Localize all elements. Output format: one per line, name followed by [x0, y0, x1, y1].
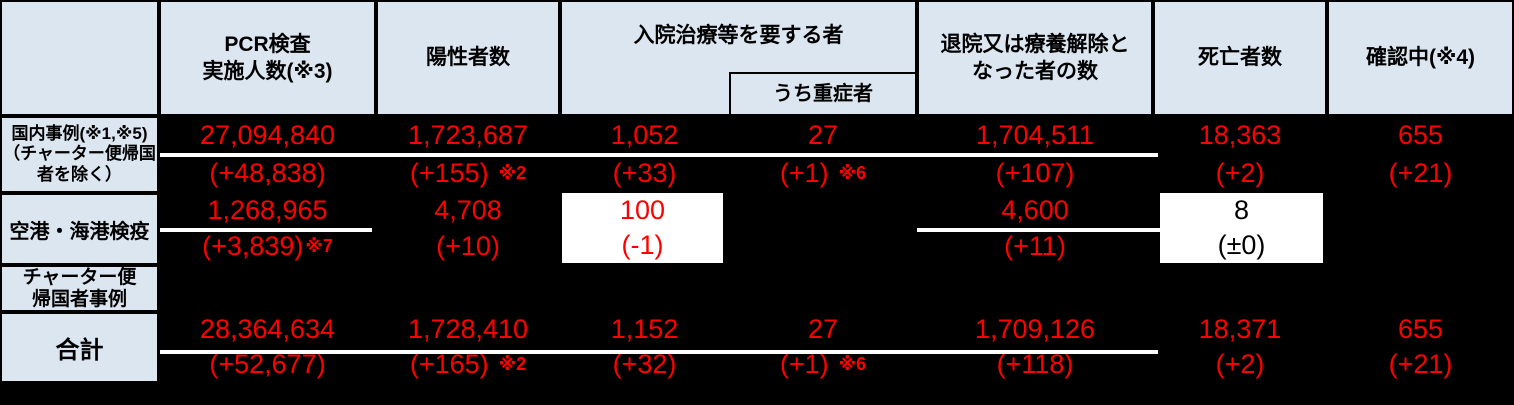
cell-domestic-confirming: 655 (+21) — [1327, 116, 1514, 192]
cell-change: (+107) — [917, 154, 1153, 192]
quarantine-pcr-divider-line — [160, 228, 372, 232]
row-label-domestic-cases: 国内事例(※1,※5) （チャーター便帰国 者を除く） — [0, 116, 159, 193]
cell-change: (-1) — [621, 230, 664, 260]
header-discharged: 退院又は療養解除と なった者の数 — [917, 0, 1153, 116]
cell-change: (+21) — [1327, 154, 1514, 192]
cell-quarantine-discharged: 4,600 (+11) — [917, 193, 1153, 264]
cell-change: (+3,839) ※7 — [159, 229, 376, 265]
cell-change: (+33) — [560, 154, 729, 192]
cell-total-deaths: 18,371 (+2) — [1153, 312, 1327, 382]
change-value: (+1) — [779, 349, 829, 379]
cell-change: (+11) — [917, 229, 1153, 265]
header-blank-cell — [0, 0, 159, 116]
change-value: (+2) — [1215, 157, 1265, 188]
footnote-mark: ※2 — [498, 354, 527, 374]
cell-change: (+32) — [560, 347, 729, 382]
cell-total-hospitalized: 1,152 (+32) — [560, 312, 729, 382]
change-value: (+33) — [612, 157, 677, 188]
cell-change: (+1) ※6 — [729, 154, 917, 192]
change-value: (+165) — [409, 349, 489, 379]
cell-value: 1,152 — [610, 314, 679, 344]
cell-domestic-deaths: 18,363 (+2) — [1153, 116, 1327, 192]
change-value: (+52,677) — [209, 349, 326, 379]
cell-quarantine-positive: 4,708 (+10) — [376, 193, 560, 264]
cell-value: 100 — [619, 195, 666, 225]
change-value: (+32) — [612, 349, 677, 379]
row-label-total: 合計 — [0, 312, 159, 383]
footnote-mark: ※2 — [498, 162, 527, 183]
cell-value: 27 — [807, 119, 839, 150]
cell-value: 18,371 — [1198, 314, 1282, 344]
cell-value: 18,363 — [1198, 119, 1282, 150]
change-value: (+155) — [409, 157, 489, 188]
footnote-mark: ※6 — [838, 354, 867, 374]
cell-change: (+165) ※2 — [376, 347, 560, 382]
header-severe-cases: うち重症者 — [729, 72, 917, 116]
cell-total-confirming: 655 (+21) — [1327, 312, 1514, 382]
change-value: (+21) — [1388, 349, 1453, 379]
cell-value: 27,094,840 — [199, 119, 336, 150]
cell-value: 1,704,511 — [975, 119, 1095, 150]
change-value: (+118) — [996, 349, 1074, 379]
change-value: (+48,838) — [209, 157, 326, 188]
cell-value: 1,723,687 — [407, 119, 529, 150]
footnote-mark: ※6 — [838, 162, 867, 183]
cell-domestic-pcr: 27,094,840 (+48,838) — [159, 116, 376, 192]
change-value: (+21) — [1388, 157, 1453, 188]
header-under-confirmation: 確認中(※4) — [1327, 0, 1514, 116]
cell-total-severe: 27 (+1) ※6 — [729, 312, 917, 382]
header-positive-cases: 陽性者数 — [376, 0, 560, 116]
cell-domestic-hospitalized: 1,052 (+33) — [560, 116, 729, 192]
change-value: (+10) — [436, 230, 500, 261]
cell-value: 8 — [1233, 195, 1250, 225]
cell-value: 28,364,634 — [199, 314, 336, 344]
cell-total-pcr: 28,364,634 (+52,677) — [159, 312, 376, 382]
cell-change: (+2) — [1153, 154, 1327, 192]
row-label-airport-seaport-quarantine: 空港・海港検疫 — [0, 193, 159, 265]
highlight-cell-quarantine-deaths: 8 (±0) — [1160, 193, 1323, 263]
cell-value: 1,709,126 — [974, 314, 1096, 344]
highlight-cell-quarantine-hospitalized: 100 (-1) — [562, 193, 723, 263]
header-pcr-tested: PCR検査 実施人数(※3) — [159, 0, 376, 116]
total-row-divider-line — [160, 350, 1158, 354]
change-value: (+11) — [1004, 230, 1066, 261]
change-value: (+1) — [779, 157, 829, 188]
cell-value: 27 — [807, 314, 839, 344]
cell-change: (+155) ※2 — [376, 154, 560, 192]
cell-change: (+21) — [1327, 347, 1514, 382]
cell-change: (+2) — [1153, 347, 1327, 382]
cell-domestic-discharged: 1,704,511 (+107) — [917, 116, 1153, 192]
cell-value: 1,268,965 — [207, 195, 328, 226]
cell-value: 4,600 — [1001, 195, 1069, 226]
header-deaths: 死亡者数 — [1153, 0, 1327, 116]
cell-change: (±0) — [1217, 230, 1266, 260]
header-requiring-treatment-label: 入院治療等を要する者 — [633, 24, 844, 47]
cell-domestic-severe: 27 (+1) ※6 — [729, 116, 917, 192]
domestic-row-divider-line — [160, 153, 1158, 157]
cell-total-positive: 1,728,410 (+165) ※2 — [376, 312, 560, 382]
change-value: (+107) — [995, 157, 1075, 188]
cell-change: (+1) ※6 — [729, 347, 917, 382]
cell-change: (+118) — [917, 347, 1153, 382]
cell-change: (+10) — [376, 229, 560, 265]
change-value: (+2) — [1215, 349, 1265, 379]
cell-domestic-positive: 1,723,687 (+155) ※2 — [376, 116, 560, 192]
cell-total-discharged: 1,709,126 (+118) — [917, 312, 1153, 382]
cell-quarantine-pcr: 1,268,965 (+3,839) ※7 — [159, 193, 376, 264]
quarantine-discharged-divider-line — [917, 228, 1161, 232]
cell-value: 1,728,410 — [407, 314, 529, 344]
cell-change: (+52,677) — [159, 347, 376, 382]
cell-value: 655 — [1397, 314, 1444, 344]
cell-change: (+48,838) — [159, 154, 376, 192]
cell-value: 1,052 — [610, 119, 679, 150]
cell-value: 4,708 — [434, 195, 502, 226]
change-value: (+3,839) — [202, 230, 304, 261]
row-label-charter-flight-returnees: チャーター便 帰国者事例 — [0, 265, 159, 312]
footnote-mark: ※7 — [305, 235, 333, 256]
cell-value: 655 — [1397, 119, 1444, 150]
